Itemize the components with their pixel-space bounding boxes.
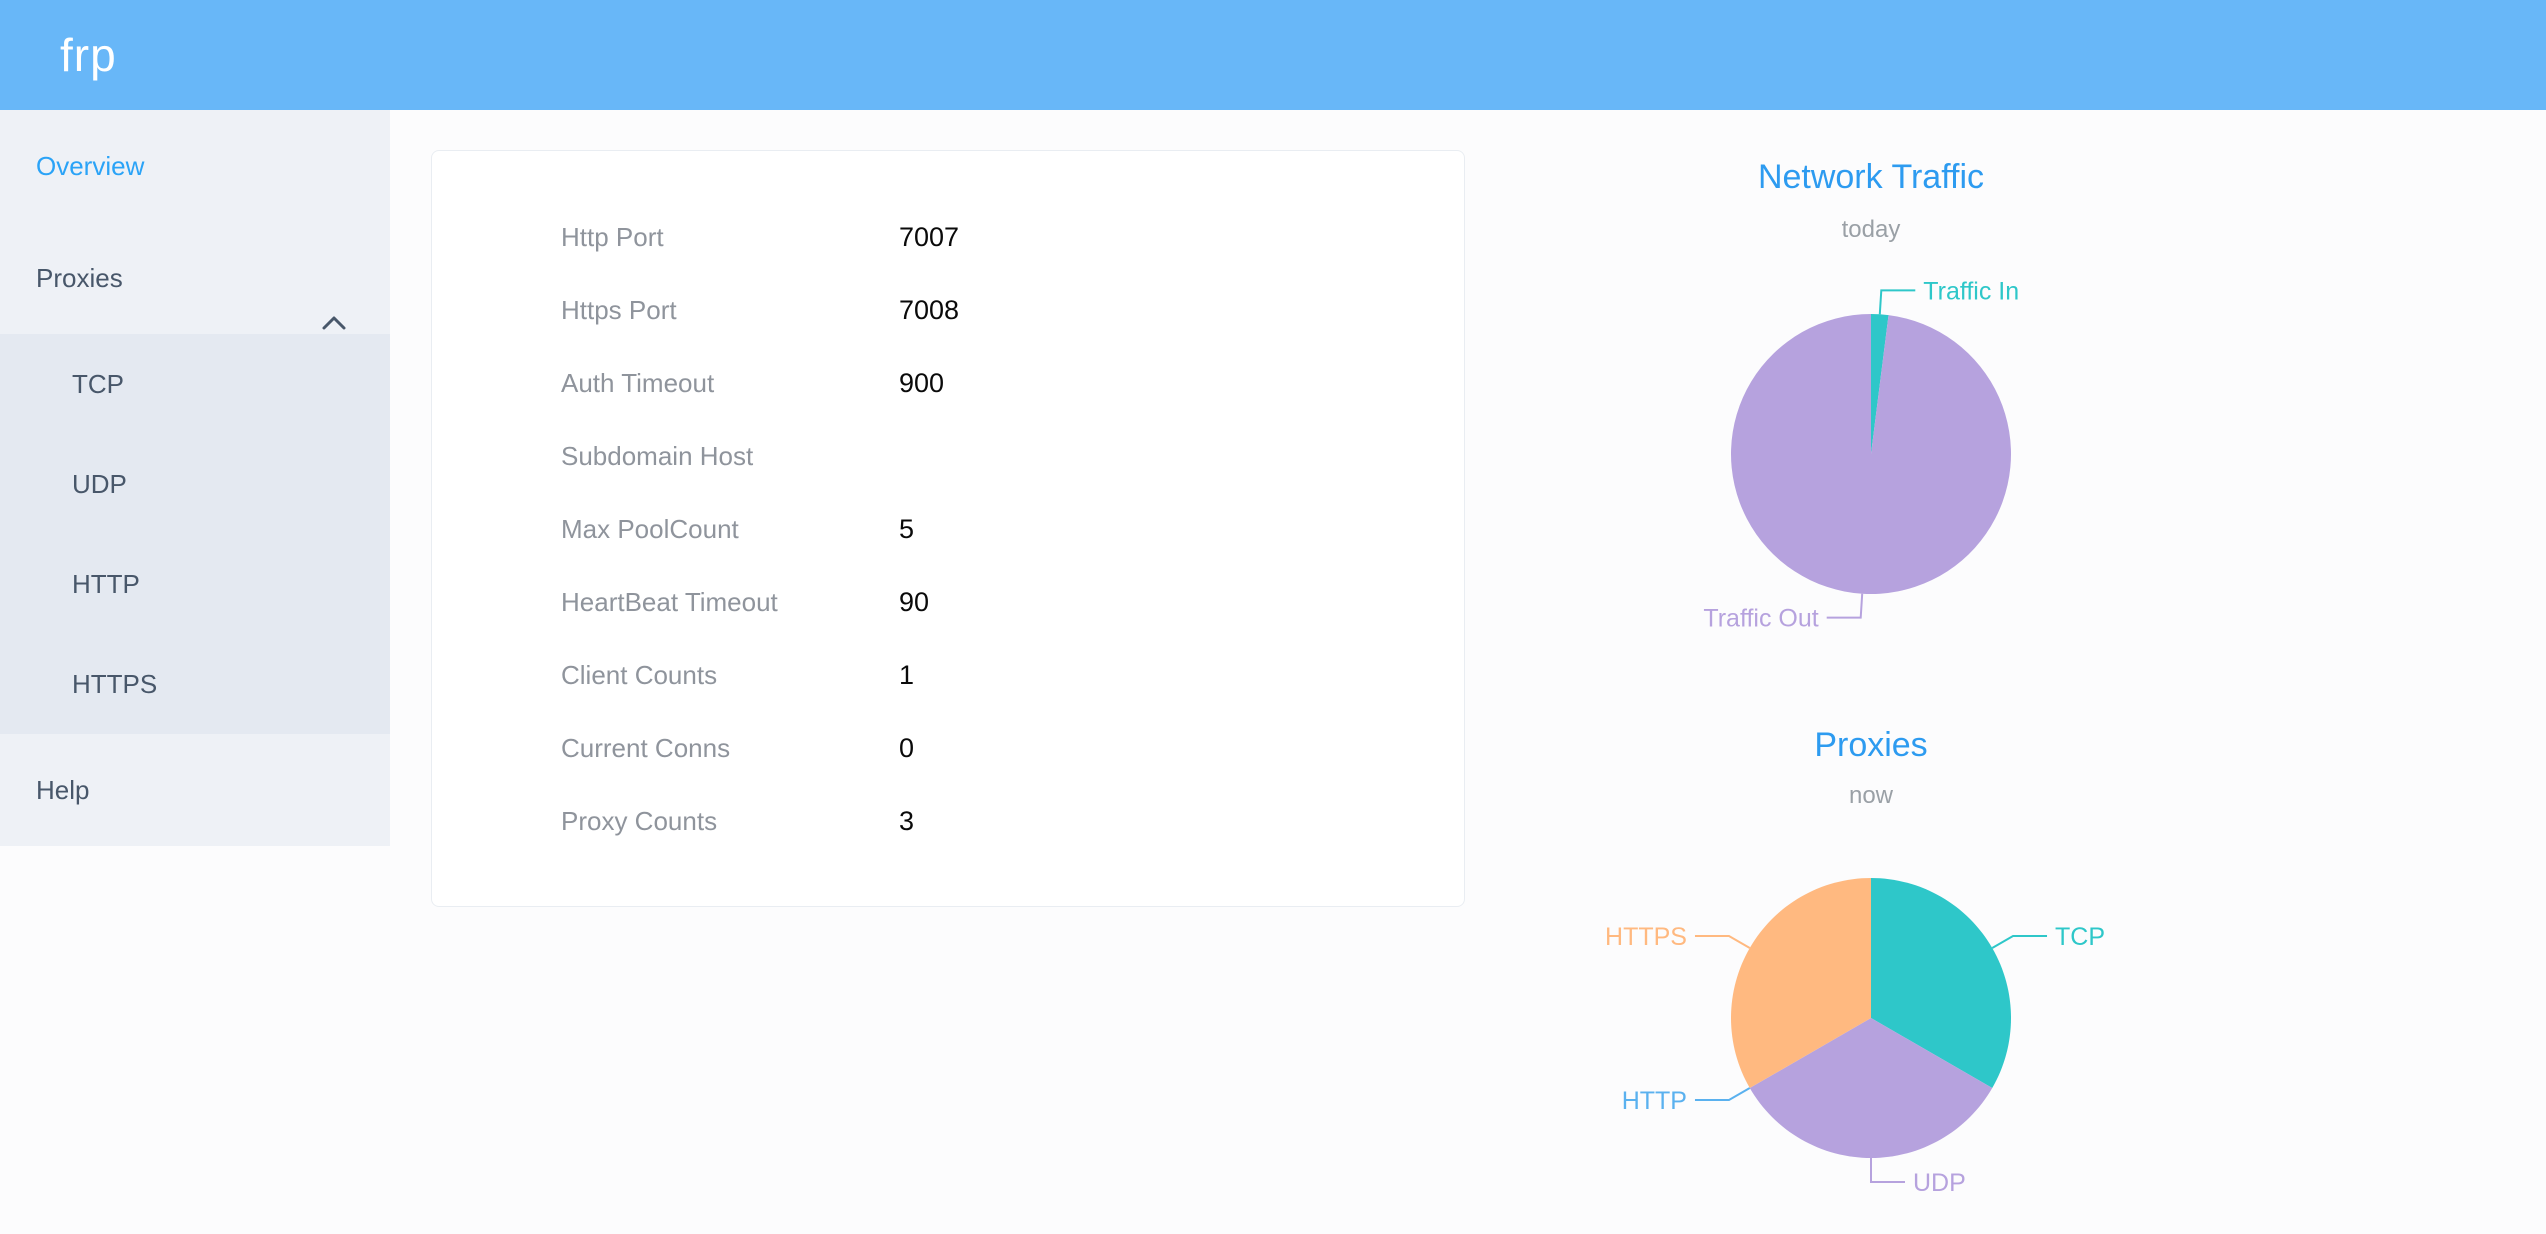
pie-label-tcp: TCP — [2055, 923, 2105, 951]
server-info-card: Http Port 7007 Https Port 7008 Auth Time… — [431, 150, 1465, 907]
info-label: Https Port — [561, 295, 677, 325]
info-row-proxy-counts: Proxy Counts 3 — [432, 785, 1464, 858]
info-label: Auth Timeout — [561, 368, 715, 398]
pie-label-line-http — [1694, 1087, 1751, 1101]
info-value: 90 — [899, 587, 930, 617]
pie-slice-traffic-out — [1731, 314, 2012, 594]
pie-label-traffic-out: Traffic Out — [1703, 605, 1818, 633]
pie-slice-https — [1731, 878, 1871, 1088]
info-row-subdomain-host: Subdomain Host — [432, 420, 1464, 493]
sidebar: Overview Proxies TCP UDP HTTP HTTPS Help — [0, 110, 390, 846]
pie-label-http: HTTP — [1622, 1087, 1687, 1115]
info-label: Max PoolCount — [561, 514, 739, 544]
info-row-https-port: Https Port 7008 — [432, 274, 1464, 347]
pie-label-line-https — [1694, 935, 1751, 949]
pie-label-line-tcp — [1991, 935, 2048, 949]
pie-slice-tcp — [1871, 878, 2011, 1088]
info-value: 5 — [899, 514, 915, 544]
proxies-submenu: TCP UDP HTTP HTTPS — [0, 334, 390, 734]
info-label: HeartBeat Timeout — [561, 587, 778, 617]
sidebar-item-help[interactable]: Help — [36, 775, 90, 805]
info-value: 0 — [899, 733, 915, 763]
info-value: 900 — [899, 368, 945, 398]
pie-slice-traffic-in — [1871, 314, 1889, 454]
info-label: Http Port — [561, 222, 664, 252]
info-value: 7008 — [899, 295, 960, 325]
pie-label-line-udp — [1870, 1158, 1905, 1183]
sidebar-item-proxies-label: Proxies — [36, 263, 123, 293]
proxies-chart-subtitle: now — [1848, 782, 1894, 809]
chevron-up-icon — [318, 268, 350, 380]
pie-label-line-traffic-out — [1826, 593, 1864, 619]
network-traffic-chart-title: Network Traffic — [1757, 158, 1985, 196]
info-label: Proxy Counts — [561, 806, 718, 836]
charts-panel: Network Traffic today Proxies now Traffi… — [1461, 0, 2281, 1234]
sidebar-item-tcp[interactable]: TCP — [72, 369, 124, 399]
pie-charts-canvas: Traffic In Traffic Out TCP UDP HTTP HTTPS — [1605, 277, 2105, 1197]
sidebar-item-udp[interactable]: UDP — [72, 469, 127, 499]
info-label: Client Counts — [561, 660, 718, 690]
info-row-max-poolcount: Max PoolCount 5 — [432, 493, 1464, 566]
info-value: 3 — [899, 806, 915, 836]
pie-label-line-traffic-in — [1878, 289, 1916, 315]
sidebar-item-overview[interactable]: Overview — [36, 151, 145, 181]
info-row-heartbeat-timeout: HeartBeat Timeout 90 — [432, 566, 1464, 639]
app-logo: frp — [60, 29, 117, 81]
info-value: 7007 — [899, 222, 960, 252]
info-row-auth-timeout: Auth Timeout 900 — [432, 347, 1464, 420]
pie-label-udp: UDP — [1913, 1169, 1966, 1197]
sidebar-item-http[interactable]: HTTP — [72, 569, 140, 599]
proxies-chart-title: Proxies — [1814, 726, 1928, 764]
info-row-current-conns: Current Conns 0 — [432, 712, 1464, 785]
sidebar-item-proxies[interactable]: Proxies — [0, 222, 390, 334]
pie-label-traffic-in: Traffic In — [1923, 277, 2019, 305]
info-row-http-port: Http Port 7007 — [432, 201, 1464, 274]
info-row-client-counts: Client Counts 1 — [432, 639, 1464, 712]
pie-label-https: HTTPS — [1605, 923, 1687, 951]
app-header: frp — [0, 0, 2546, 110]
info-value: 1 — [899, 660, 915, 690]
info-label: Subdomain Host — [561, 441, 754, 471]
info-label: Current Conns — [561, 733, 731, 763]
network-traffic-chart-subtitle: today — [1841, 216, 1901, 243]
sidebar-item-https[interactable]: HTTPS — [72, 669, 158, 699]
